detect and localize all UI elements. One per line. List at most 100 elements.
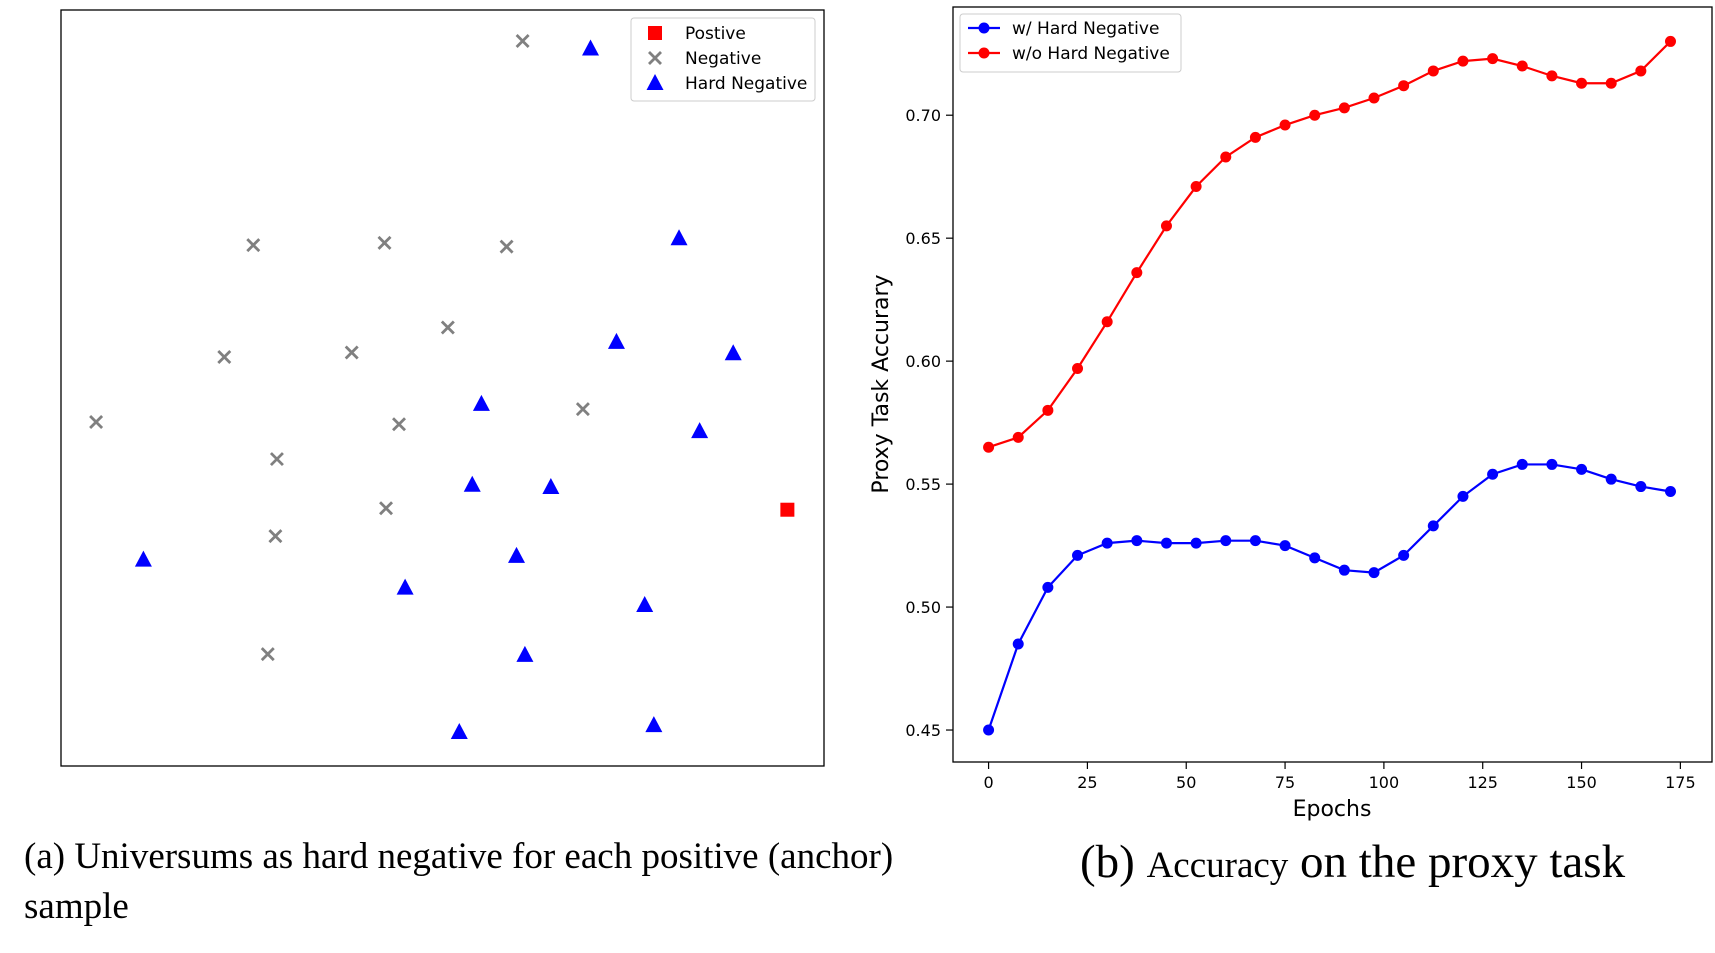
series-1-point-20: [1576, 77, 1588, 89]
y-tick-label-3: 0.60: [905, 352, 941, 371]
line-legend-marker-1: [978, 47, 990, 59]
scatter-point-triangle-2: [607, 332, 625, 349]
line-series: [983, 35, 1676, 736]
caption-b-suffix: on the proxy task: [1288, 836, 1626, 888]
series-0-point-1: [1012, 638, 1024, 650]
scatter-point-x-0: [515, 34, 530, 48]
line-legend-label-0: w/ Hard Negative: [1012, 19, 1159, 39]
caption-b: (b) Accuracy on the proxy task: [1080, 832, 1625, 896]
series-0-point-19: [1546, 458, 1558, 470]
series-1-point-21: [1605, 77, 1617, 89]
caption-a: (a) Universums as hard negative for each…: [24, 836, 894, 927]
series-0-point-3: [1072, 549, 1084, 561]
scatter-legend-label-2: Hard Negative: [685, 74, 807, 94]
scatter-point-triangle-8: [134, 550, 152, 567]
series-0-point-4: [1101, 537, 1113, 549]
series-1-point-11: [1309, 109, 1321, 121]
y-tick-label-4: 0.65: [905, 229, 941, 248]
scatter-point-triangle-0: [582, 39, 600, 56]
x-tick-label-2: 50: [1176, 773, 1196, 792]
scatter-plot-frame: [60, 9, 825, 767]
scatter-point-x-10: [269, 452, 284, 467]
series-0-point-7: [1190, 537, 1202, 549]
scatter-point-triangle-6: [463, 475, 481, 492]
x-tick-label-6: 150: [1566, 773, 1597, 792]
series-0-point-21: [1605, 473, 1617, 485]
scatter-point-x-12: [268, 529, 283, 544]
scatter-point-x-3: [499, 239, 514, 254]
series-1-point-4: [1101, 316, 1113, 328]
scatter-point-x-5: [217, 350, 232, 364]
y-tick-label-2: 0.55: [905, 475, 941, 494]
series-1-point-0: [983, 441, 995, 453]
scatter-point-triangle-13: [450, 722, 468, 739]
scatter-legend-label-1: Negative: [685, 49, 761, 69]
series-0-point-10: [1279, 540, 1291, 552]
x-axis-ticks: 0 25 50 75 100 125 150 175: [983, 762, 1696, 792]
series-0-point-14: [1398, 549, 1410, 561]
scatter-legend-frame: [630, 17, 816, 102]
x-tick-label-0: 0: [983, 773, 993, 792]
scatter-point-x-13: [260, 647, 275, 662]
x-tick-label-4: 100: [1369, 773, 1400, 792]
series-1-point-14: [1398, 80, 1410, 92]
scatter-point-triangle-14: [645, 716, 663, 733]
series-0-point-20: [1576, 463, 1588, 475]
series-1-point-23: [1664, 35, 1676, 47]
scatter-point-triangle-3: [724, 344, 742, 361]
scatter-point-x-7: [89, 415, 104, 430]
scatter-legend-label-0: Postive: [685, 24, 746, 44]
scatter-legend: Postive Negative Hard Negative: [630, 17, 816, 102]
series-0-point-13: [1368, 567, 1380, 579]
series-0-point-8: [1220, 535, 1232, 547]
series-0-point-11: [1309, 552, 1321, 564]
line-legend-label-1: w/o Hard Negative: [1012, 44, 1170, 64]
series-1-point-16: [1457, 55, 1469, 67]
series-1-point-22: [1635, 65, 1647, 77]
y-axis-ticks: 0.45 0.50 0.55 0.60 0.65 0.70: [905, 106, 953, 740]
scatter-point-triangle-11: [636, 595, 654, 612]
scatter-point-triangle-4: [472, 394, 490, 411]
scatter-point-triangle-9: [508, 546, 526, 563]
series-0-point-17: [1487, 468, 1499, 480]
series-1-point-18: [1516, 60, 1528, 72]
caption-b-prefix: (b): [1080, 836, 1147, 888]
series-1-point-8: [1220, 151, 1232, 163]
series-0-point-2: [1042, 581, 1054, 593]
scatter-point-x-2: [377, 235, 392, 250]
line-plot-frame: [952, 6, 1713, 763]
series-1-point-5: [1131, 267, 1143, 279]
scatter-marks: [89, 34, 795, 739]
y-axis-label: Proxy Task Accurary: [869, 274, 894, 493]
series-1-point-19: [1546, 70, 1558, 82]
series-1-point-3: [1072, 363, 1084, 375]
series-1-point-9: [1249, 131, 1261, 143]
series-0-point-15: [1427, 520, 1439, 532]
series-1-point-10: [1279, 119, 1291, 131]
scatter-legend-marker-1: [648, 51, 662, 65]
scatter-point-x-4: [440, 320, 455, 335]
series-0-point-9: [1249, 535, 1261, 547]
series-0-point-12: [1338, 564, 1350, 576]
line-legend-frame: [959, 13, 1182, 73]
caption-b-small: Accuracy: [1146, 845, 1289, 886]
scatter-point-triangle-5: [691, 422, 709, 439]
scatter-point-triangle-7: [542, 478, 560, 495]
series-line-0: [987, 463, 1671, 731]
scatter-point-x-11: [379, 501, 394, 516]
y-tick-label-1: 0.50: [905, 598, 941, 617]
scatter-chart: Postive Negative Hard Negative: [60, 9, 825, 767]
series-0-point-23: [1664, 485, 1676, 497]
series-1-point-13: [1368, 92, 1380, 104]
y-tick-label-0: 0.45: [905, 721, 941, 740]
series-0-point-6: [1160, 537, 1172, 549]
series-0-point-18: [1516, 458, 1528, 470]
scatter-point-x-6: [344, 345, 359, 360]
series-1-point-7: [1190, 181, 1202, 193]
series-line-1: [988, 40, 1672, 449]
x-axis-label: Epochs: [1293, 797, 1372, 822]
scatter-point-square-0: [780, 502, 795, 517]
line-legend-marker-0: [978, 22, 990, 34]
scatter-point-triangle-10: [396, 578, 414, 595]
